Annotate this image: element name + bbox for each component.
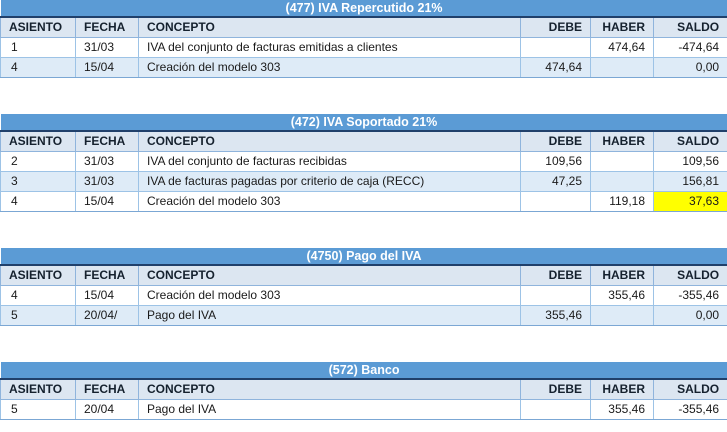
cell-asiento: 5 [0,399,76,420]
cell-debe [520,285,591,306]
account-table-4750: (4750) Pago del IVA ASIENTO FECHA CONCEP… [0,248,727,326]
cell-asiento: 1 [0,37,76,58]
cell-debe: 474,64 [520,57,591,78]
cell-debe [520,37,591,58]
cell-debe [520,399,591,420]
cell-saldo: 109,56 [652,151,727,172]
col-header-haber: HABER [590,379,654,400]
cell-saldo: -355,46 [652,285,727,306]
cell-debe: 47,25 [520,171,591,192]
cell-fecha: 31/03 [75,171,139,192]
cell-concepto: Pago del IVA [138,305,521,326]
table-row: 2 31/03 IVA del conjunto de facturas rec… [0,151,727,172]
cell-haber [590,305,654,326]
col-header-debe: DEBE [520,131,591,152]
cell-asiento: 2 [0,151,76,172]
cell-haber [590,171,654,192]
col-header-asiento: ASIENTO [0,17,76,38]
cell-fecha: 15/04 [75,191,139,212]
table-row: 5 20/04/ Pago del IVA 355,46 0,00 [0,305,727,326]
col-header-saldo: SALDO [652,379,727,400]
cell-fecha: 15/04 [75,285,139,306]
cell-debe: 109,56 [520,151,591,172]
column-header-row: ASIENTO FECHA CONCEPTO DEBE HABER SALDO [0,131,727,152]
table-title-row: (572) Banco [0,362,727,380]
cell-haber: 474,64 [590,37,654,58]
cell-concepto: IVA de facturas pagadas por criterio de … [138,171,521,192]
table-row: 5 20/04 Pago del IVA 355,46 -355,46 [0,399,727,420]
cell-debe [520,191,591,212]
cell-fecha: 31/03 [75,37,139,58]
col-header-haber: HABER [590,17,654,38]
cell-concepto: IVA del conjunto de facturas recibidas [138,151,521,172]
col-header-fecha: FECHA [75,379,139,400]
cell-concepto: Creación del modelo 303 [138,57,521,78]
cell-haber [590,57,654,78]
spreadsheet-page: (477) IVA Repercutido 21% ASIENTO FECHA … [0,0,727,420]
col-header-saldo: SALDO [652,17,727,38]
cell-concepto: Creación del modelo 303 [138,191,521,212]
cell-asiento: 5 [0,305,76,326]
cell-asiento: 4 [0,191,76,212]
col-header-saldo: SALDO [652,265,727,286]
column-header-row: ASIENTO FECHA CONCEPTO DEBE HABER SALDO [0,265,727,286]
column-header-row: ASIENTO FECHA CONCEPTO DEBE HABER SALDO [0,379,727,400]
col-header-fecha: FECHA [75,131,139,152]
account-table-477: (477) IVA Repercutido 21% ASIENTO FECHA … [0,0,727,78]
cell-haber: 355,46 [590,285,654,306]
table-row: 1 31/03 IVA del conjunto de facturas emi… [0,37,727,58]
col-header-haber: HABER [590,131,654,152]
col-header-haber: HABER [590,265,654,286]
column-header-row: ASIENTO FECHA CONCEPTO DEBE HABER SALDO [0,17,727,38]
col-header-saldo: SALDO [652,131,727,152]
col-header-concepto: CONCEPTO [138,379,521,400]
table-title: (472) IVA Soportado 21% [0,114,727,132]
col-header-concepto: CONCEPTO [138,131,521,152]
cell-fecha: 20/04 [75,399,139,420]
cell-debe: 355,46 [520,305,591,326]
cell-concepto: IVA del conjunto de facturas emitidas a … [138,37,521,58]
table-title: (572) Banco [0,362,727,380]
cell-haber: 355,46 [590,399,654,420]
col-header-debe: DEBE [520,379,591,400]
table-title-row: (472) IVA Soportado 21% [0,114,727,132]
cell-fecha: 20/04/ [75,305,139,326]
cell-asiento: 4 [0,57,76,78]
col-header-debe: DEBE [520,265,591,286]
table-row: 3 31/03 IVA de facturas pagadas por crit… [0,171,727,192]
cell-saldo: 156,81 [652,171,727,192]
col-header-debe: DEBE [520,17,591,38]
col-header-concepto: CONCEPTO [138,265,521,286]
cell-haber [590,151,654,172]
table-title-row: (477) IVA Repercutido 21% [0,0,727,18]
col-header-asiento: ASIENTO [0,131,76,152]
cell-haber: 119,18 [590,191,654,212]
cell-saldo: -474,64 [652,37,727,58]
col-header-asiento: ASIENTO [0,379,76,400]
col-header-fecha: FECHA [75,17,139,38]
table-title-row: (4750) Pago del IVA [0,248,727,266]
account-table-572: (572) Banco ASIENTO FECHA CONCEPTO DEBE … [0,362,727,420]
cell-saldo: 0,00 [652,305,727,326]
table-row: 4 15/04 Creación del modelo 303 119,18 3… [0,191,727,212]
table-title: (477) IVA Repercutido 21% [0,0,727,18]
cell-asiento: 3 [0,171,76,192]
col-header-asiento: ASIENTO [0,265,76,286]
cell-fecha: 15/04 [75,57,139,78]
cell-concepto: Pago del IVA [138,399,521,420]
cell-saldo: 0,00 [652,57,727,78]
table-title: (4750) Pago del IVA [0,248,727,266]
cell-concepto: Creación del modelo 303 [138,285,521,306]
col-header-concepto: CONCEPTO [138,17,521,38]
cell-saldo-highlighted: 37,63 [652,191,727,212]
cell-asiento: 4 [0,285,76,306]
table-row: 4 15/04 Creación del modelo 303 355,46 -… [0,285,727,306]
col-header-fecha: FECHA [75,265,139,286]
cell-fecha: 31/03 [75,151,139,172]
table-row: 4 15/04 Creación del modelo 303 474,64 0… [0,57,727,78]
account-table-472: (472) IVA Soportado 21% ASIENTO FECHA CO… [0,114,727,212]
cell-saldo: -355,46 [652,399,727,420]
